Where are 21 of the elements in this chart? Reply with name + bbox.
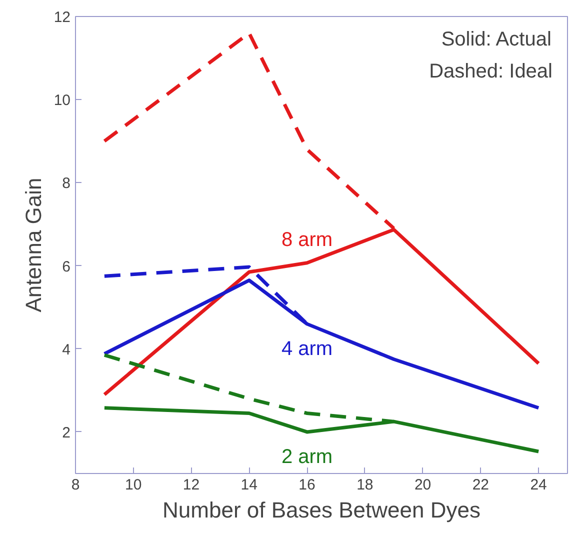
x-tick-label: 10 <box>125 476 142 494</box>
x-tick-label: 22 <box>472 476 490 494</box>
annotation: Dashed: Ideal <box>429 60 553 82</box>
y-tick-label: 8 <box>62 175 70 192</box>
x-tick-label: 24 <box>530 476 547 494</box>
annotation: Solid: Actual <box>441 28 552 50</box>
series-label: 2 arm <box>281 446 333 468</box>
x-tick-label: 18 <box>356 476 374 494</box>
x-axis-title: Number of Bases Between Dyes <box>162 498 480 522</box>
x-tick-label: 12 <box>182 476 200 494</box>
series-label: 4 arm <box>281 338 333 360</box>
x-tick-label: 14 <box>240 476 258 494</box>
x-tick-label: 16 <box>298 476 316 494</box>
y-tick-label: 6 <box>62 258 70 276</box>
y-tick-label: 12 <box>54 9 71 26</box>
y-tick-label: 2 <box>62 424 70 442</box>
y-axis-title: Antenna Gain <box>20 178 46 312</box>
y-tick-label: 10 <box>54 92 71 110</box>
series-label: 8 arm <box>281 228 333 251</box>
x-tick-label: 20 <box>414 476 432 494</box>
y-tick-label: 4 <box>62 341 70 358</box>
